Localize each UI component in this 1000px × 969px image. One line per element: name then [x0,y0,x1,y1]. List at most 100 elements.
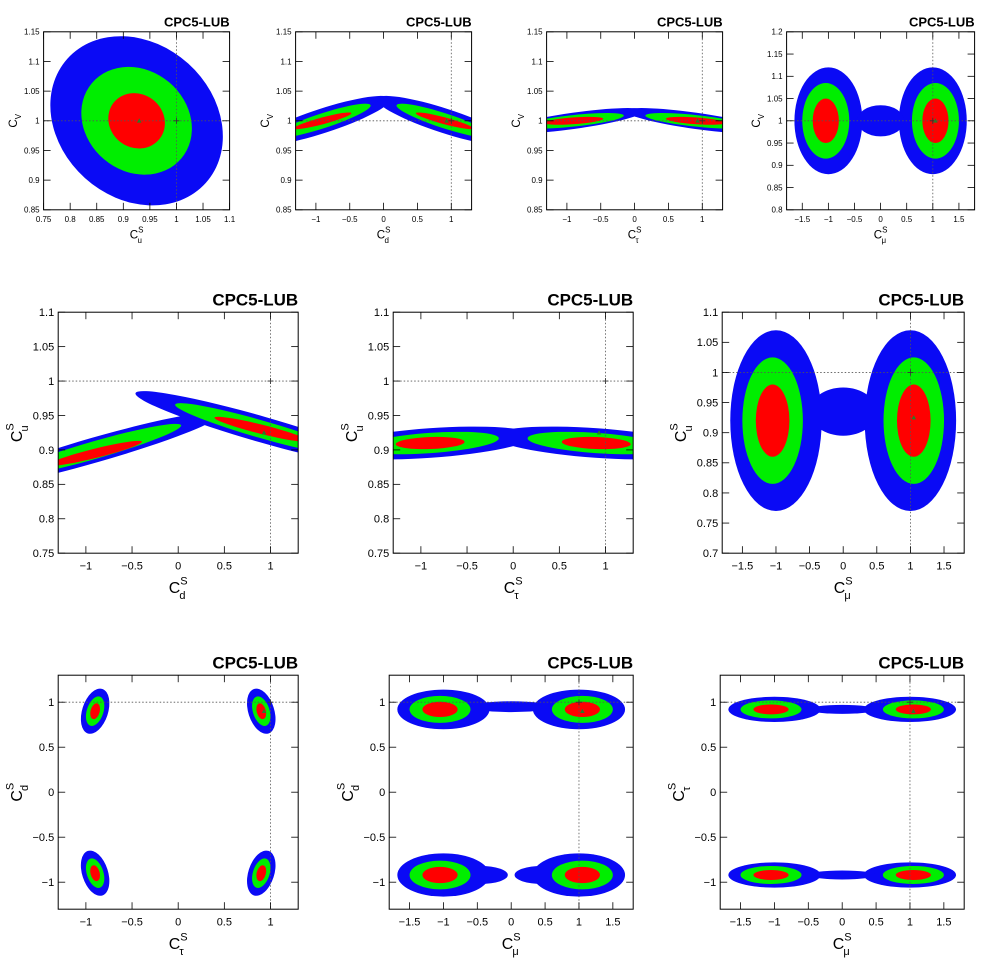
x-tick-label: 0 [879,215,884,224]
best-fit-marker [137,118,142,123]
y-tick-label: 0.9 [772,161,784,170]
y-tick-label: 1.1 [703,307,718,319]
x-tick-label: 1 [602,560,608,572]
y-tick-label: 0.85 [24,206,40,215]
y-tick-label: 0.9 [29,176,41,185]
y-tick-label: 1.05 [697,337,718,349]
contour-plot: −1 −0.5 0 0.5 1 −1 −0.5 0 0.5 1 CPC5-LUB CS τ CS d [4,653,299,958]
region-inner [753,704,789,715]
contour-plot: −1.5 −1 −0.5 0 0.5 1 1.5 0.8 0.85 0.9 0.95 1 1.05 1.1… [752,15,976,245]
chart-panel: −1.5 −1 −0.5 0 0.5 1 1.5 −1 −0.5 0 0.5 1 CPC5-LUB CS μ… [663,648,972,964]
y-tick-label: 0 [379,787,385,799]
y-tick-label: 0.8 [374,513,389,525]
chart-title: CPC5-LUB [164,15,230,30]
y-tick-label: 0.9 [703,427,718,439]
y-tick-label: −0.5 [363,832,385,844]
y-tick-label: 1.2 [772,28,784,37]
y-tick-label: 1 [779,117,784,126]
contour-plot: −1 −0.5 0 0.5 1 0.85 0.9 0.95 1 1.05 1.1 1.15 CPC5-L… [512,15,724,245]
x-axis-title: CS τ [169,931,188,957]
x-axis-title: CS μ [874,226,888,245]
chart-title: CPC5-LUB [878,653,964,672]
x-axis-title: CS μ [834,575,853,601]
x-tick-label: 1 [576,916,582,928]
x-tick-label: 1 [907,560,913,572]
contour-regions [50,36,224,206]
y-axis-title: CV [261,113,276,127]
x-tick-label: −0.5 [456,560,478,572]
region-inner [416,112,472,130]
region-inner [896,384,931,457]
y-tick-label: 0.85 [33,479,54,491]
x-tick-label: −1.5 [729,916,751,928]
chart-title: CPC5-LUB [909,15,975,30]
x-tick-label: 1.1 [224,215,236,224]
y-tick-label: 0 [710,787,716,799]
y-tick-label: 1.15 [24,28,40,37]
y-tick-label: −1 [41,877,54,889]
x-tick-label: 1.5 [605,916,620,928]
x-tick-label: 0.8 [65,215,77,224]
x-tick-label: −0.5 [121,560,143,572]
x-tick-label: −1 [563,215,573,224]
y-tick-label: 0.7 [703,548,718,560]
contour-regions [728,696,956,888]
y-tick-label: −1 [372,877,385,889]
x-tick-label: 0 [633,215,638,224]
region-inner [214,416,298,442]
y-tick-label: 0.95 [276,146,292,155]
y-tick-label: 1.05 [276,87,292,96]
x-tick-label: 0 [510,560,516,572]
sm-point-marker [267,377,274,384]
y-tick-label: 0.95 [368,410,389,422]
region-inner [395,436,465,449]
y-tick-label: −0.5 [694,832,716,844]
contour-plot: 0.75 0.8 0.85 0.9 0.95 1 1.05 1.1 0.85 0.9 0.95 1 1.… [9,15,236,245]
x-tick-label: 1.5 [936,916,951,928]
y-axis-title: CS τ [666,783,692,802]
x-tick-label: 1 [700,215,705,224]
chart-title: CPC5-LUB [406,15,472,30]
x-axis-title: CS d [169,575,188,601]
region-inner [295,112,352,130]
x-tick-label: −0.5 [797,916,819,928]
y-tick-label: 1.15 [767,50,783,59]
y-axis-title: CS d [335,783,361,802]
contour-plot: −1 −0.5 0 0.5 1 0.75 0.8 0.85 0.9 0.95 1 1.05 1.1 CPC… [339,290,634,602]
y-tick-label: 1 [712,367,718,379]
x-tick-label: −0.5 [593,215,609,224]
contour-regions [295,96,472,146]
y-tick-label: 0.9 [532,176,544,185]
x-tick-label: 0.9 [118,215,130,224]
y-tick-label: 0.5 [370,742,385,754]
y-tick-label: 0.8 [703,488,718,500]
x-tick-label: −1 [79,560,92,572]
y-axis-title: CV [512,113,527,127]
x-tick-label: −0.5 [466,916,488,928]
x-tick-label: −1.5 [731,560,753,572]
region-inner [564,866,600,883]
chart-panel: −1.5 −1 −0.5 0 0.5 1 1.5 0.7 0.75 0.8 0.85 0.9 0.95 1… [665,285,972,608]
y-tick-label: 0.5 [701,742,716,754]
contour-plot: −1.5 −1 −0.5 0 0.5 1 1.5 −1 −0.5 0 0.5 1 CPC5-LUB CS μ… [666,653,965,958]
x-tick-label: 1 [267,916,273,928]
x-tick-label: 0 [382,215,387,224]
y-tick-label: 0.85 [276,206,292,215]
contour-regions [546,108,723,134]
y-axis-title: CS d [4,783,30,802]
region-inner [561,436,631,449]
y-tick-label: 1.1 [772,72,784,81]
x-tick-label: −1 [768,916,781,928]
region-inner [256,703,266,719]
best-fit-marker [261,429,267,435]
y-tick-label: 0.95 [24,146,40,155]
y-tick-label: 0.95 [767,139,783,148]
region-inner [422,866,458,883]
sm-point-marker [267,698,274,705]
y-tick-label: 0.75 [33,548,54,560]
region-inner [546,117,604,125]
x-tick-label: −1 [437,916,450,928]
y-axis-title: CS u [4,423,30,442]
chart-title: CPC5-LUB [212,290,298,309]
y-tick-label: −1 [703,877,716,889]
